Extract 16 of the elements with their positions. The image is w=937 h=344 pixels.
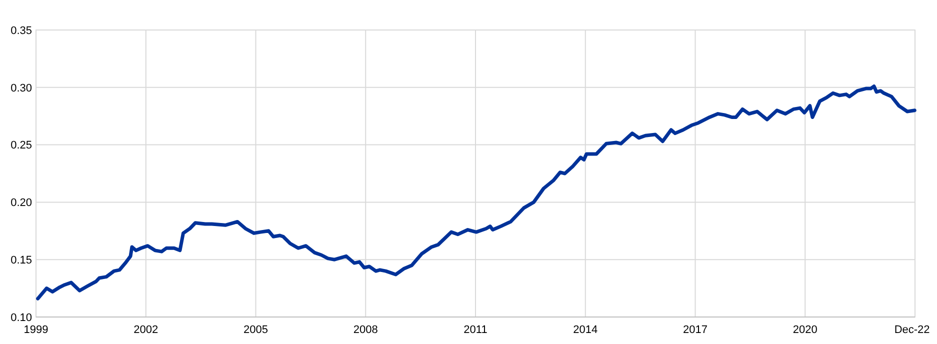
y-tick-label: 0.15	[10, 254, 32, 266]
x-tick-label: 2005	[244, 324, 268, 336]
y-tick-label: 0.35	[10, 24, 32, 37]
x-tick-label: 2008	[353, 324, 378, 336]
y-tick-label: 0.25	[10, 140, 32, 152]
x-tick-label: 2002	[134, 324, 158, 336]
y-tick-label: 0.20	[10, 197, 32, 210]
y-tick-label: 0.10	[10, 312, 32, 324]
x-tick-label: 1999	[24, 324, 48, 336]
line-series	[36, 84, 916, 300]
x-tick-label: 2014	[573, 324, 598, 336]
y-tick-label: 0.30	[10, 82, 32, 94]
x-tick-label: 2017	[683, 324, 708, 336]
x-tick-label: 2020	[792, 324, 818, 336]
x-tick-label: 2011	[464, 324, 488, 336]
x-tick-label: Dec-22	[894, 324, 930, 336]
